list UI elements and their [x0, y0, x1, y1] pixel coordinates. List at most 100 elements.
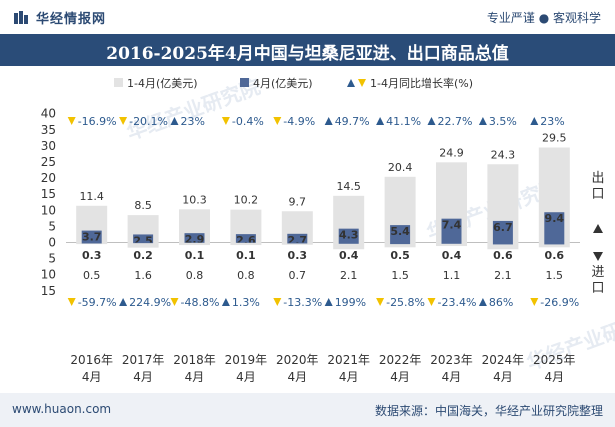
label-import-cumulative: 1.5: [391, 269, 409, 282]
bar-import-monthly: [133, 242, 154, 244]
label-export-cumulative: 24.9: [439, 146, 464, 159]
legend-label-growth: 1-4月同比增长率(%): [370, 76, 473, 90]
y-tick-label: 0: [48, 236, 56, 250]
bar-import-monthly: [441, 242, 462, 244]
label-import-growth: -23.4%: [438, 296, 477, 309]
label-export-monthly: 2.6: [236, 234, 256, 247]
bar-export-monthly: [287, 233, 308, 243]
legend-down-arrow-icon: [358, 79, 366, 87]
footer: www.huaon.com 数据来源：中国海关，华经产业研究院整理: [0, 393, 615, 427]
x-tick-label-month: 4月: [493, 370, 513, 384]
bar-import-monthly: [390, 242, 411, 245]
bar-import-cumulative: [179, 242, 210, 246]
label-export-growth: -0.4%: [232, 115, 264, 128]
label-export-monthly: 7.4: [442, 219, 462, 232]
bar-import-cumulative: [281, 242, 313, 245]
bar-export-monthly: [492, 220, 513, 243]
label-import-monthly: 0.4: [339, 249, 359, 262]
bar-export-monthly: [133, 234, 154, 243]
label-export-monthly: 3.7: [82, 231, 102, 244]
label-export-cumulative: 9.7: [289, 195, 307, 208]
growth-up-arrow-icon: [119, 298, 128, 306]
growth-down-arrow-icon: [273, 298, 282, 306]
bar-import-cumulative: [384, 242, 416, 248]
bar-import-monthly: [544, 242, 565, 245]
label-import-growth: -13.3%: [283, 296, 322, 309]
label-export-cumulative: 10.2: [234, 194, 259, 207]
x-tick-label-month: 4月: [185, 370, 205, 384]
label-import-monthly: 0.1: [236, 249, 256, 262]
label-export-cumulative: 10.3: [182, 193, 207, 206]
growth-down-arrow-icon: [170, 298, 179, 306]
bar-import-cumulative: [230, 242, 262, 246]
x-tick-label-month: 4月: [442, 370, 462, 384]
y-tick-label: 10: [41, 203, 56, 217]
label-export-cumulative: 8.5: [134, 199, 152, 212]
growth-up-arrow-icon: [324, 117, 333, 125]
site-url[interactable]: www.huaon.com: [12, 402, 112, 416]
bar-export-monthly: [390, 225, 411, 243]
bar-import-monthly: [287, 242, 308, 244]
label-export-growth: 49.7%: [335, 115, 370, 128]
y-tick-label: 25: [41, 155, 56, 169]
growth-up-arrow-icon: [324, 298, 333, 306]
label-import-cumulative: 0.5: [83, 269, 101, 282]
bar-export-monthly: [235, 234, 256, 243]
growth-down-arrow-icon: [376, 298, 385, 306]
label-export-growth: 23%: [540, 115, 564, 128]
bar-import-monthly: [492, 242, 513, 245]
x-tick-label-year: 2023年: [430, 353, 473, 367]
x-tick-label-year: 2020年: [276, 353, 319, 367]
bar-export-monthly: [441, 218, 462, 243]
bar-import-cumulative: [487, 242, 519, 250]
label-import-growth: -25.8%: [386, 296, 425, 309]
x-tick-label-month: 4月: [133, 370, 153, 384]
label-import-monthly: 0.6: [545, 249, 565, 262]
label-export-growth: -4.9%: [283, 115, 315, 128]
label-import-monthly: 0.6: [493, 249, 513, 262]
x-tick-label-year: 2024年: [482, 353, 525, 367]
legend-swatch-monthly: [240, 78, 249, 87]
label-export-monthly: 2.7: [288, 234, 308, 247]
label-import-cumulative: 1.6: [134, 269, 152, 282]
x-tick-label-month: 4月: [82, 370, 102, 384]
label-export-growth: -20.1%: [129, 115, 168, 128]
label-import-monthly: 0.4: [442, 249, 462, 262]
label-export-cumulative: 11.4: [79, 190, 104, 203]
y-tick-label: 20: [41, 171, 56, 185]
label-import-cumulative: 0.8: [186, 269, 204, 282]
label-import-growth: 86%: [489, 296, 513, 309]
data-source: 数据来源：中国海关，华经产业研究院整理: [374, 404, 603, 418]
label-export-cumulative: 24.3: [491, 148, 516, 161]
side-label-export-char: 出: [591, 171, 604, 186]
x-tick-label-year: 2016年: [70, 353, 113, 367]
title-bar: 2016-2025年4月中国与坦桑尼亚进、出口商品总值: [0, 34, 615, 66]
label-import-monthly: 0.1: [185, 249, 205, 262]
x-tick-label-year: 2025年: [533, 353, 576, 367]
label-export-cumulative: 14.5: [336, 180, 361, 193]
label-import-cumulative: 0.7: [289, 269, 307, 282]
label-import-cumulative: 2.1: [340, 269, 358, 282]
label-export-growth: 23%: [181, 115, 205, 128]
import-down-arrow-icon: [593, 252, 603, 261]
bar-export-monthly: [81, 230, 102, 243]
growth-down-arrow-icon: [273, 117, 282, 125]
label-import-monthly: 0.2: [133, 249, 153, 262]
growth-down-arrow-icon: [530, 298, 539, 306]
label-export-monthly: 9.4: [545, 212, 565, 225]
growth-up-arrow-icon: [170, 117, 179, 125]
top-bar: 华经情报网 专业严谨 ● 客观科学: [0, 0, 615, 34]
y-tick-label: 40: [41, 107, 56, 121]
label-import-cumulative: 2.1: [494, 269, 512, 282]
growth-down-arrow-icon: [67, 117, 76, 125]
side-label-import-char: 进: [591, 265, 604, 280]
label-import-monthly: 0.3: [82, 249, 102, 262]
side-label-export-char: 口: [591, 187, 604, 202]
growth-up-arrow-icon: [376, 117, 385, 125]
label-export-growth: 41.1%: [386, 115, 421, 128]
y-tick-label: 15: [41, 187, 56, 201]
growth-up-arrow-icon: [221, 298, 230, 306]
growth-down-arrow-icon: [221, 117, 230, 125]
